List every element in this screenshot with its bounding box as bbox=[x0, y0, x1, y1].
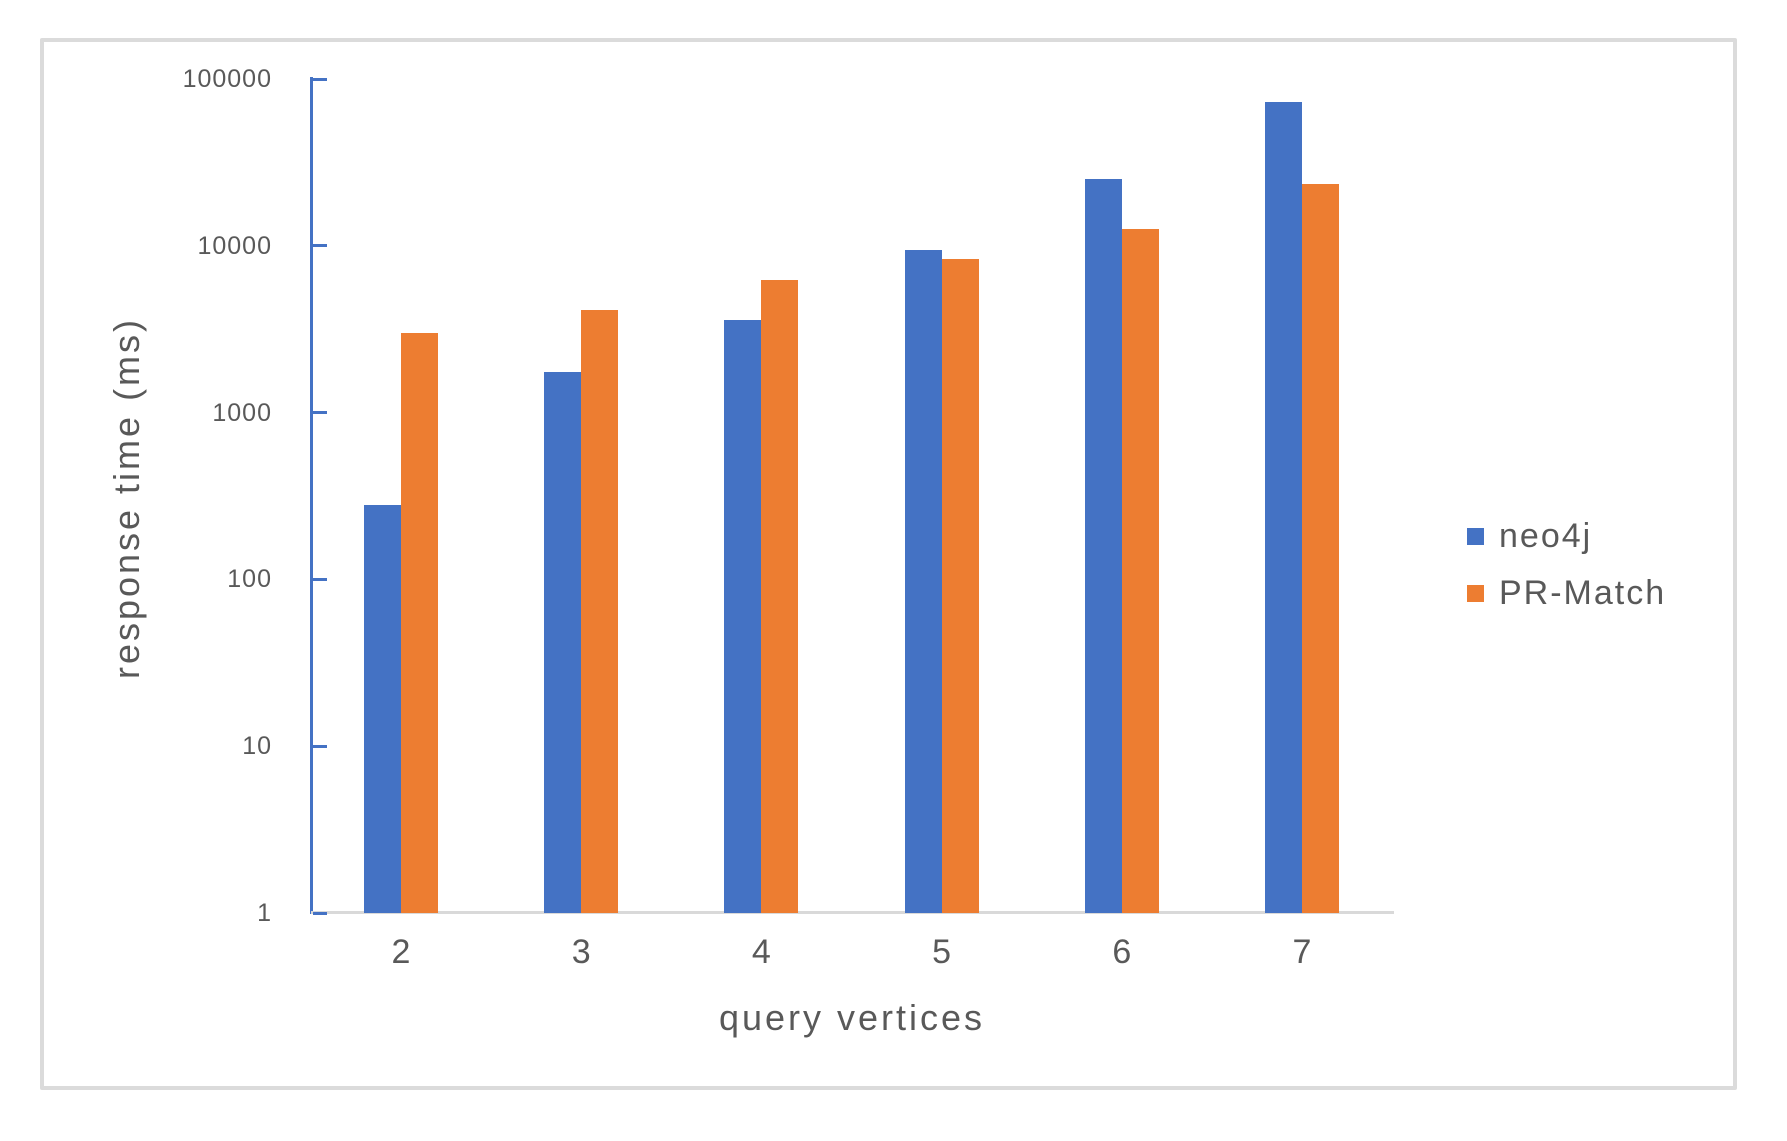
legend-swatch-neo4j bbox=[1467, 527, 1484, 545]
y-tick-label-10000: 10000 bbox=[197, 231, 272, 260]
bar-PR-Match-5 bbox=[941, 259, 979, 913]
x-tick-label-3: 3 bbox=[571, 933, 591, 971]
bar-PR-Match-3 bbox=[581, 310, 619, 913]
y-tick-label-1: 1 bbox=[257, 899, 272, 927]
x-axis-title: query vertices bbox=[718, 997, 986, 1038]
legend-swatch-pr-match bbox=[1467, 584, 1484, 602]
y-axis-line bbox=[310, 77, 313, 914]
legend-item-pr-match: PR-Match bbox=[1467, 573, 1667, 612]
y-tick-label-10: 10 bbox=[242, 732, 272, 761]
bar-PR-Match-2 bbox=[401, 333, 438, 913]
bar-neo4j-6 bbox=[1084, 179, 1122, 913]
legend-label-neo4j: neo4j bbox=[1499, 516, 1593, 555]
legend-label-pr-match: PR-Match bbox=[1499, 573, 1667, 612]
y-axis-title: response time (ms) bbox=[106, 316, 147, 680]
legend-item-neo4j: neo4j bbox=[1467, 516, 1593, 555]
chart-frame bbox=[40, 38, 1737, 1090]
bar-neo4j-7 bbox=[1265, 101, 1302, 913]
y-tick-100000 bbox=[313, 77, 327, 81]
bar-neo4j-4 bbox=[724, 319, 762, 913]
y-tick-100 bbox=[313, 577, 327, 581]
y-tick-label-100: 100 bbox=[227, 565, 272, 594]
bar-neo4j-2 bbox=[364, 504, 401, 913]
y-tick-10000 bbox=[313, 244, 327, 248]
bar-PR-Match-4 bbox=[761, 280, 799, 913]
x-tick-label-4: 4 bbox=[751, 933, 771, 971]
bar-neo4j-3 bbox=[544, 372, 582, 913]
bar-neo4j-5 bbox=[904, 249, 942, 913]
bar-PR-Match-7 bbox=[1302, 183, 1339, 913]
y-tick-label-100000: 100000 bbox=[182, 65, 272, 93]
x-tick-label-2: 2 bbox=[391, 933, 411, 971]
y-tick-1 bbox=[313, 911, 327, 915]
y-tick-label-1000: 1000 bbox=[212, 398, 272, 427]
x-axis-line bbox=[311, 911, 1394, 914]
bar-PR-Match-6 bbox=[1121, 229, 1159, 913]
x-tick-label-6: 6 bbox=[1112, 933, 1132, 971]
y-tick-1000 bbox=[313, 411, 327, 415]
x-tick-label-7: 7 bbox=[1292, 933, 1312, 971]
x-tick-label-5: 5 bbox=[932, 933, 952, 971]
y-tick-10 bbox=[313, 744, 327, 748]
